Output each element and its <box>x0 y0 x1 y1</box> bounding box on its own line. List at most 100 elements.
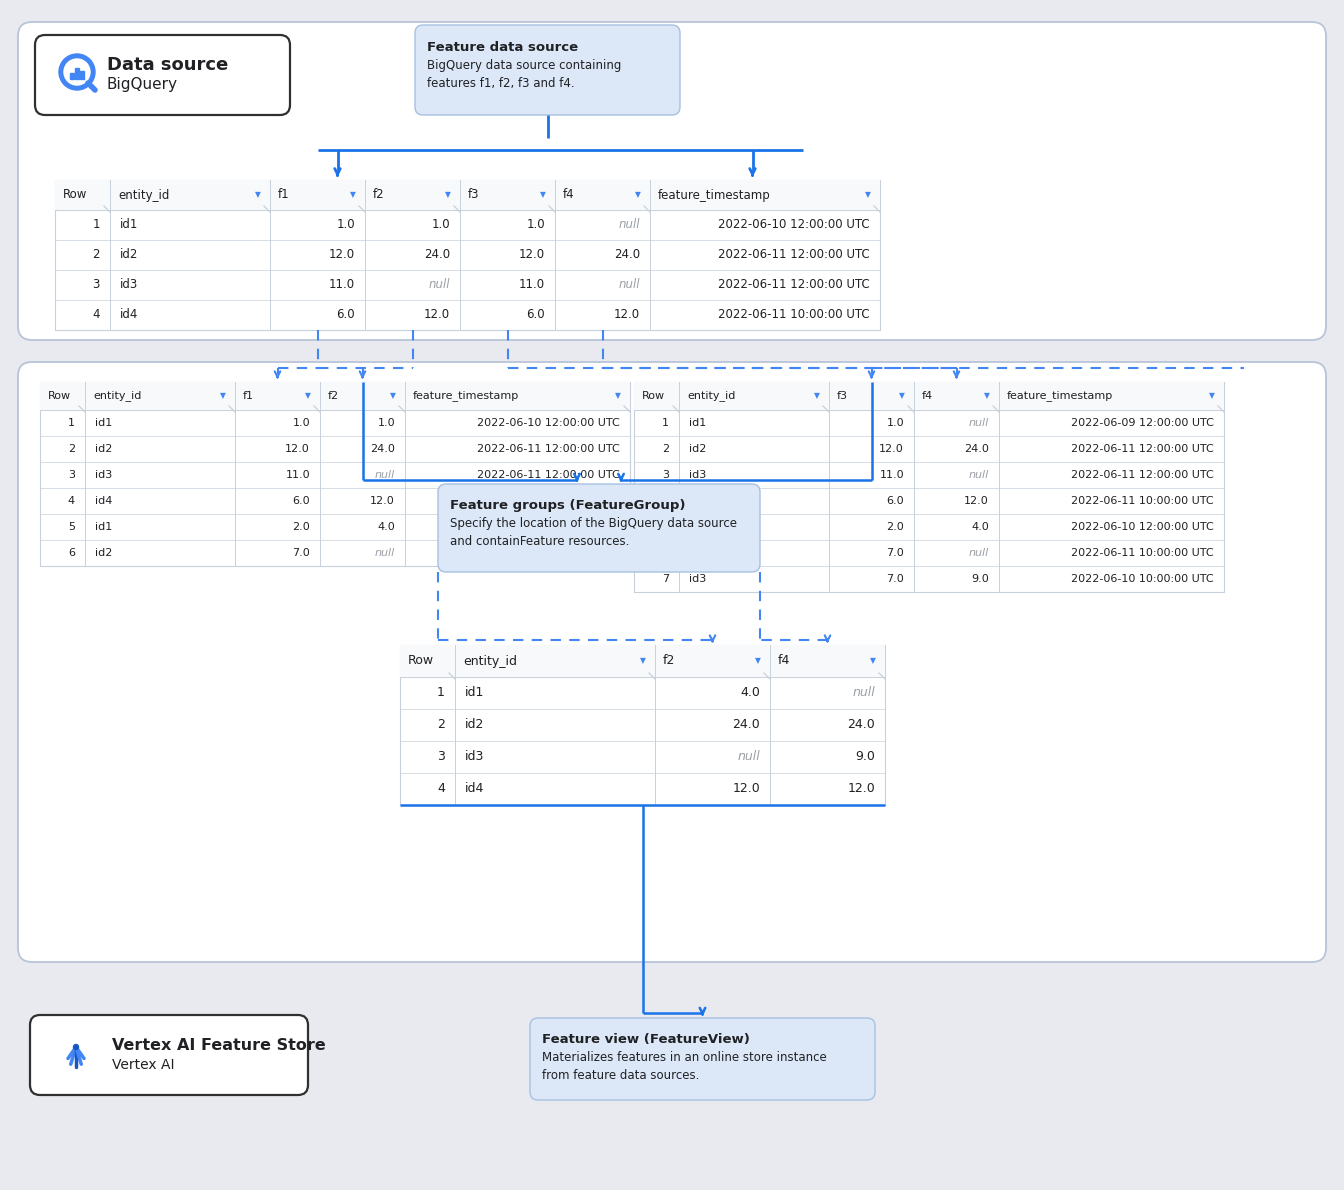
Text: 2: 2 <box>93 249 99 262</box>
Text: f4: f4 <box>563 188 575 201</box>
Text: 2022-06-10 12:00:00 UTC: 2022-06-10 12:00:00 UTC <box>477 418 620 428</box>
Text: Materializes features in an online store instance
from feature data sources.: Materializes features in an online store… <box>542 1051 827 1082</box>
Text: 9.0: 9.0 <box>972 574 989 584</box>
Text: 1.0: 1.0 <box>527 219 546 232</box>
Text: id2: id2 <box>95 444 113 455</box>
Text: 2: 2 <box>437 719 445 732</box>
Text: BigQuery: BigQuery <box>108 77 177 93</box>
Text: f1: f1 <box>278 188 289 201</box>
Text: 1: 1 <box>663 418 669 428</box>
Text: 2: 2 <box>661 444 669 455</box>
Text: id6: id6 <box>689 549 706 558</box>
Text: 2022-06-10 12:00:00 UTC: 2022-06-10 12:00:00 UTC <box>719 219 870 232</box>
Text: 2: 2 <box>69 444 75 455</box>
Text: Feature view (FeatureView): Feature view (FeatureView) <box>542 1033 750 1046</box>
Text: ▼: ▼ <box>755 657 761 665</box>
Text: 2022-06-10 12:00:00 UTC: 2022-06-10 12:00:00 UTC <box>477 522 620 532</box>
Text: 6.0: 6.0 <box>527 308 546 321</box>
Text: 6.0: 6.0 <box>887 496 905 506</box>
Text: null: null <box>969 470 989 480</box>
Text: 1.0: 1.0 <box>431 219 450 232</box>
Text: 12.0: 12.0 <box>519 249 546 262</box>
Bar <box>81 71 83 79</box>
FancyBboxPatch shape <box>35 35 290 115</box>
FancyBboxPatch shape <box>40 382 630 411</box>
Text: 24.0: 24.0 <box>847 719 875 732</box>
Text: 4: 4 <box>93 308 99 321</box>
Text: id2: id2 <box>95 549 113 558</box>
Text: null: null <box>852 687 875 700</box>
Text: 1.0: 1.0 <box>378 418 395 428</box>
Text: Row: Row <box>63 188 87 201</box>
Text: 2022-06-11 12:00:00 UTC: 2022-06-11 12:00:00 UTC <box>718 278 870 292</box>
FancyBboxPatch shape <box>634 382 1224 411</box>
Text: f2: f2 <box>374 188 384 201</box>
Text: 5: 5 <box>69 522 75 532</box>
Text: 2022-06-10 12:00:00 UTC: 2022-06-10 12:00:00 UTC <box>1071 522 1214 532</box>
Text: ▼: ▼ <box>870 657 876 665</box>
Text: 12.0: 12.0 <box>370 496 395 506</box>
Text: 4.0: 4.0 <box>972 522 989 532</box>
Text: 12.0: 12.0 <box>614 308 640 321</box>
Text: 1: 1 <box>437 687 445 700</box>
Text: ▼: ▼ <box>899 392 905 401</box>
Text: id2: id2 <box>120 249 138 262</box>
Text: 12.0: 12.0 <box>964 496 989 506</box>
Text: 2022-06-11 10:00:00 UTC: 2022-06-11 10:00:00 UTC <box>1071 496 1214 506</box>
FancyBboxPatch shape <box>55 180 880 330</box>
FancyBboxPatch shape <box>401 645 884 677</box>
Text: 12.0: 12.0 <box>285 444 310 455</box>
Text: 2.0: 2.0 <box>292 522 310 532</box>
Text: 2022-06-11 12:00:00 UTC: 2022-06-11 12:00:00 UTC <box>1071 470 1214 480</box>
Text: id4: id4 <box>465 783 484 795</box>
Text: 11.0: 11.0 <box>519 278 546 292</box>
Text: 6.0: 6.0 <box>336 308 355 321</box>
Text: id3: id3 <box>120 278 138 292</box>
Text: 5: 5 <box>663 522 669 532</box>
Text: ▼: ▼ <box>390 392 396 401</box>
Text: BigQuery data source containing
features f1, f2, f3 and f4.: BigQuery data source containing features… <box>427 60 621 90</box>
Text: null: null <box>738 751 759 764</box>
Text: 12.0: 12.0 <box>847 783 875 795</box>
Text: 12.0: 12.0 <box>732 783 759 795</box>
Text: id3: id3 <box>689 574 706 584</box>
Text: f2: f2 <box>663 654 676 668</box>
Text: Feature data source: Feature data source <box>427 40 578 54</box>
Text: f3: f3 <box>837 392 848 401</box>
Text: 1.0: 1.0 <box>887 418 905 428</box>
Text: 1.0: 1.0 <box>293 418 310 428</box>
Text: null: null <box>375 549 395 558</box>
Text: 4: 4 <box>69 496 75 506</box>
Text: 11.0: 11.0 <box>879 470 905 480</box>
Text: 24.0: 24.0 <box>964 444 989 455</box>
Text: f1: f1 <box>243 392 254 401</box>
Text: 7: 7 <box>661 574 669 584</box>
FancyBboxPatch shape <box>401 645 884 804</box>
Text: 24.0: 24.0 <box>732 719 759 732</box>
Text: id4: id4 <box>120 308 138 321</box>
Text: Row: Row <box>409 654 434 668</box>
Text: 2022-06-10 10:00:00 UTC: 2022-06-10 10:00:00 UTC <box>1071 574 1214 584</box>
Text: null: null <box>969 418 989 428</box>
FancyBboxPatch shape <box>55 180 880 209</box>
Text: id5: id5 <box>689 522 706 532</box>
Text: ▼: ▼ <box>540 190 546 200</box>
Text: 6.0: 6.0 <box>293 496 310 506</box>
Text: 6: 6 <box>663 549 669 558</box>
FancyBboxPatch shape <box>40 382 630 566</box>
Text: entity_id: entity_id <box>118 188 169 201</box>
Text: id1: id1 <box>689 418 706 428</box>
Text: feature_timestamp: feature_timestamp <box>1007 390 1113 401</box>
Text: ▼: ▼ <box>220 392 226 401</box>
Text: f4: f4 <box>922 392 933 401</box>
Text: f4: f4 <box>778 654 790 668</box>
Text: ▼: ▼ <box>984 392 991 401</box>
Text: 6: 6 <box>69 549 75 558</box>
Text: id1: id1 <box>465 687 484 700</box>
Text: null: null <box>375 470 395 480</box>
Text: 2022-06-11 12:00:00 UTC: 2022-06-11 12:00:00 UTC <box>718 249 870 262</box>
Text: 24.0: 24.0 <box>423 249 450 262</box>
Text: ▼: ▼ <box>445 190 452 200</box>
Text: id2: id2 <box>689 444 707 455</box>
Text: 2022-06-11 10:00:00 UTC: 2022-06-11 10:00:00 UTC <box>477 549 620 558</box>
